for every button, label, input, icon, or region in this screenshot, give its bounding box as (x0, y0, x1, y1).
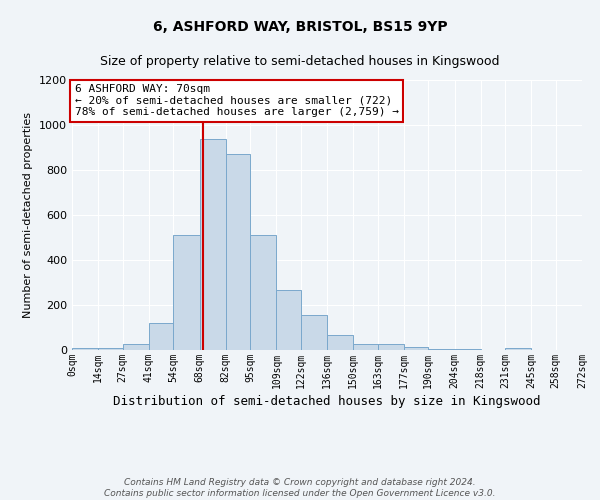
Bar (122, 344, 149, 350)
Bar (301, 315, 327, 350)
Bar (277, 290, 301, 350)
Bar (505, 348, 532, 350)
Bar (428, 349, 455, 350)
Text: 6, ASHFORD WAY, BRISTOL, BS15 9YP: 6, ASHFORD WAY, BRISTOL, BS15 9YP (152, 20, 448, 34)
Text: Size of property relative to semi-detached houses in Kingswood: Size of property relative to semi-detach… (100, 55, 500, 68)
Bar (149, 323, 173, 350)
Text: 6 ASHFORD WAY: 70sqm
← 20% of semi-detached houses are smaller (722)
78% of semi: 6 ASHFORD WAY: 70sqm ← 20% of semi-detac… (74, 84, 398, 117)
Bar (98, 348, 122, 350)
Bar (72, 348, 98, 350)
Bar (226, 154, 250, 350)
Bar (327, 336, 353, 350)
Bar (404, 348, 428, 350)
Bar (199, 138, 226, 350)
Bar (455, 349, 481, 350)
Bar (377, 344, 404, 350)
X-axis label: Distribution of semi-detached houses by size in Kingswood: Distribution of semi-detached houses by … (113, 395, 541, 408)
Bar (173, 236, 199, 350)
Bar (353, 344, 377, 350)
Y-axis label: Number of semi-detached properties: Number of semi-detached properties (23, 112, 34, 318)
Bar (250, 236, 277, 350)
Text: Contains HM Land Registry data © Crown copyright and database right 2024.
Contai: Contains HM Land Registry data © Crown c… (104, 478, 496, 498)
